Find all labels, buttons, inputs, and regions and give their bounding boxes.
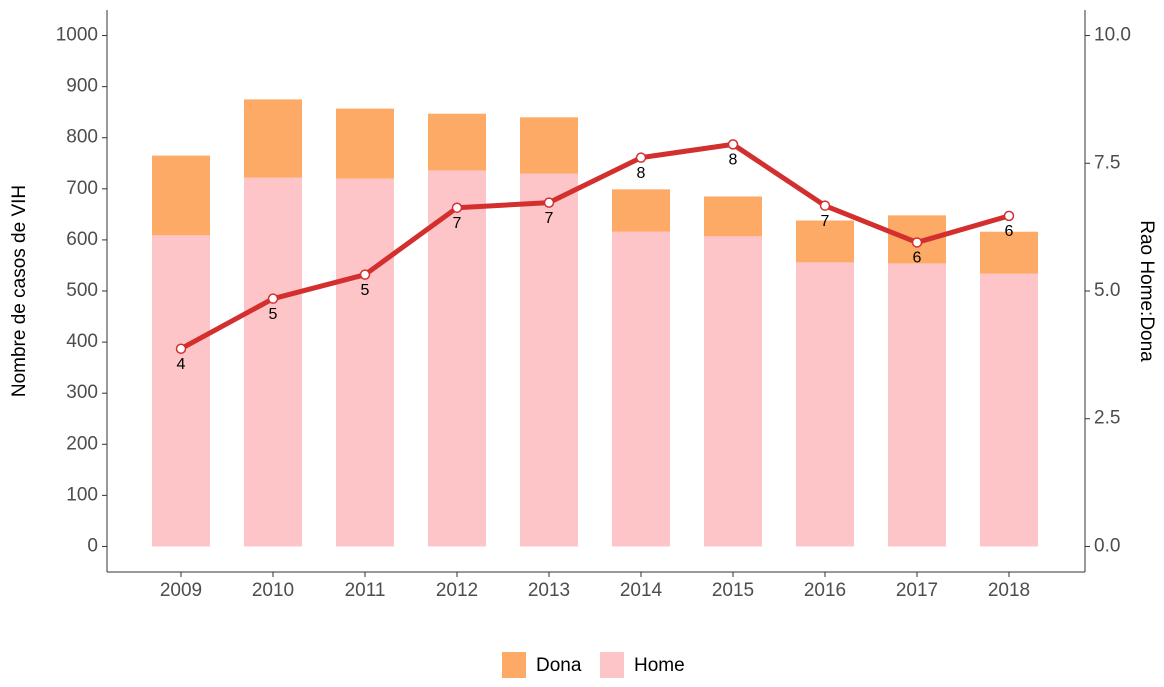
y-tick-label: 500 <box>66 280 98 301</box>
y-tick-label: 200 <box>66 433 98 454</box>
data-label: 6 <box>1005 223 1014 240</box>
bar <box>152 235 210 547</box>
bar <box>796 220 854 263</box>
bar <box>980 273 1038 547</box>
x-tick-label: 2011 <box>345 580 386 601</box>
y2-tick-label: 5.0 <box>1094 280 1120 301</box>
data-label: 6 <box>913 250 922 267</box>
bar <box>336 108 394 179</box>
y-tick-label: 0 <box>87 535 98 556</box>
legend-swatch <box>600 652 624 678</box>
x-tick-label: 2018 <box>988 580 1030 601</box>
x-tick-label: 2015 <box>712 580 754 601</box>
bar <box>520 117 578 174</box>
data-label: 7 <box>545 210 554 227</box>
bar <box>244 99 302 178</box>
bar <box>888 263 946 547</box>
point <box>451 202 463 213</box>
data-label: 7 <box>453 215 462 232</box>
bar <box>520 173 578 547</box>
y2-tick-label: 0.0 <box>1094 535 1120 556</box>
point <box>727 139 739 150</box>
bar <box>704 196 762 237</box>
bar <box>980 231 1038 274</box>
y-tick-label: 100 <box>66 484 98 505</box>
x-tick-label: 2010 <box>252 580 294 601</box>
point <box>911 237 923 248</box>
data-label: 8 <box>637 165 646 182</box>
y-tick-label: 900 <box>66 76 98 97</box>
point <box>1003 210 1015 222</box>
data-label: 5 <box>269 306 278 323</box>
data-label: 7 <box>821 213 830 230</box>
point <box>635 152 647 163</box>
bar <box>428 113 486 171</box>
bar <box>796 262 854 547</box>
y-tick-label: 600 <box>66 229 98 250</box>
y-tick-label: 800 <box>66 127 98 148</box>
data-label: 4 <box>177 356 186 373</box>
y2-tick-label: 2.5 <box>1094 408 1120 429</box>
bar <box>428 170 486 547</box>
x-tick-label: 2014 <box>620 580 663 601</box>
y-tick-label: 1000 <box>56 25 98 46</box>
x-tick-label: 2009 <box>160 580 202 601</box>
legend-label: Home <box>634 655 685 676</box>
point <box>359 269 371 280</box>
bar <box>336 178 394 547</box>
bar <box>244 177 302 547</box>
legend-label: Dona <box>536 655 582 676</box>
bar <box>612 189 670 232</box>
x-tick-label: 2012 <box>436 580 478 601</box>
y-axis-label: Nombre de casos de VIH <box>9 185 30 397</box>
x-tick-label: 2017 <box>896 580 938 601</box>
x-tick-label: 2016 <box>804 580 846 601</box>
y-tick-label: 700 <box>66 178 98 199</box>
point <box>819 200 831 211</box>
y-tick-label: 300 <box>66 382 98 403</box>
bar <box>612 231 670 547</box>
data-label: 8 <box>729 152 738 169</box>
legend-swatch <box>502 652 526 678</box>
data-label: 5 <box>361 282 370 299</box>
point <box>267 293 279 304</box>
x-tick-label: 2013 <box>528 580 570 601</box>
bar <box>152 155 210 236</box>
point <box>175 343 187 354</box>
line <box>179 141 1010 351</box>
y-tick-label: 400 <box>66 331 98 352</box>
y2-tick-label: 10.0 <box>1094 25 1131 46</box>
point <box>543 197 555 208</box>
y2-tick-label: 7.5 <box>1094 152 1120 173</box>
bar <box>704 236 762 547</box>
y2-axis-label: Rao Home:Dona <box>1136 220 1157 362</box>
